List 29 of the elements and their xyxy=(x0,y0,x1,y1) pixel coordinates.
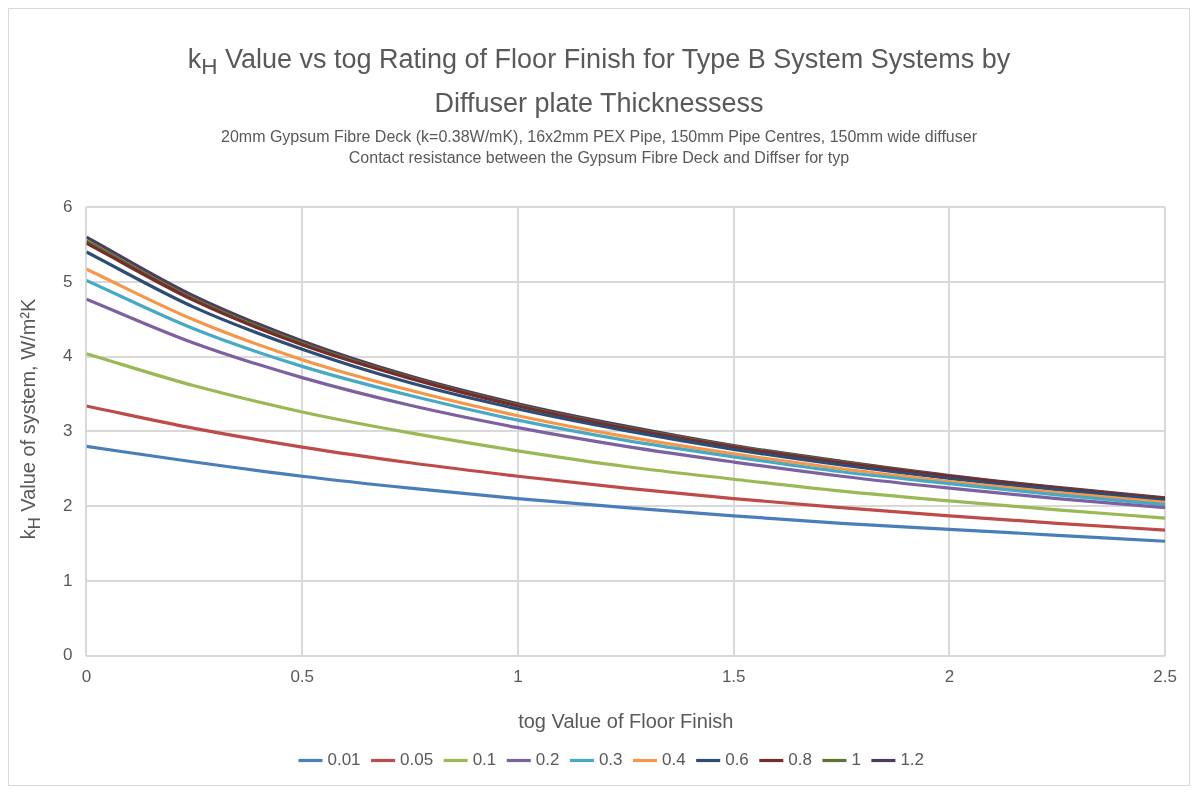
legend-label: 0.3 xyxy=(598,750,623,770)
line-series xyxy=(86,352,1166,520)
legend-label: 1.2 xyxy=(900,750,925,770)
chart-title: k$_{H}$ Value vs tog Rating of Floor Finish for Type B System Systems by Diffuser plate Thicknessess xyxy=(186,43,1012,121)
y-tick-label: 2 xyxy=(62,495,73,515)
line-series xyxy=(86,444,1166,543)
x-tick-label: 2.5 xyxy=(1153,667,1177,687)
y-tick-label: 4 xyxy=(62,346,73,366)
y-tick-label: 5 xyxy=(62,271,73,291)
legend-label: 0.8 xyxy=(788,750,812,770)
legend-label: 0.05 xyxy=(400,750,434,770)
legend-label: 0.4 xyxy=(662,750,686,770)
legend-label: 0.2 xyxy=(535,750,560,770)
x-tick-label: 0 xyxy=(81,667,92,687)
x-tick-label: 1.5 xyxy=(721,667,746,687)
legend-label: 1 xyxy=(851,750,861,770)
chart-subtitle: 20mm Gypsum Fibre Deck (k=0.38W/mK), 16x2mm PEX Pipe, 150mm Pipe Centres, 150mm wide diffuser Contact resistance between the Gypsum Fibre Deck and Diffser for typ xyxy=(220,127,978,169)
y-tick-label: 0 xyxy=(62,645,73,665)
y-tick-label: 6 xyxy=(62,196,73,216)
x-tick-label: 2 xyxy=(944,667,955,687)
x-tick-label: 1 xyxy=(513,667,523,687)
legend-label: 0.01 xyxy=(327,750,361,770)
legend-label: 0.6 xyxy=(725,750,749,770)
legend-label: 0.1 xyxy=(472,750,497,770)
y-tick-label: 3 xyxy=(62,421,73,441)
y-tick-label: 1 xyxy=(62,570,73,590)
x-tick-label: 0.5 xyxy=(290,667,315,687)
x-axis-title: tog Value of Floor Finish xyxy=(518,709,734,732)
line-series xyxy=(86,404,1166,532)
